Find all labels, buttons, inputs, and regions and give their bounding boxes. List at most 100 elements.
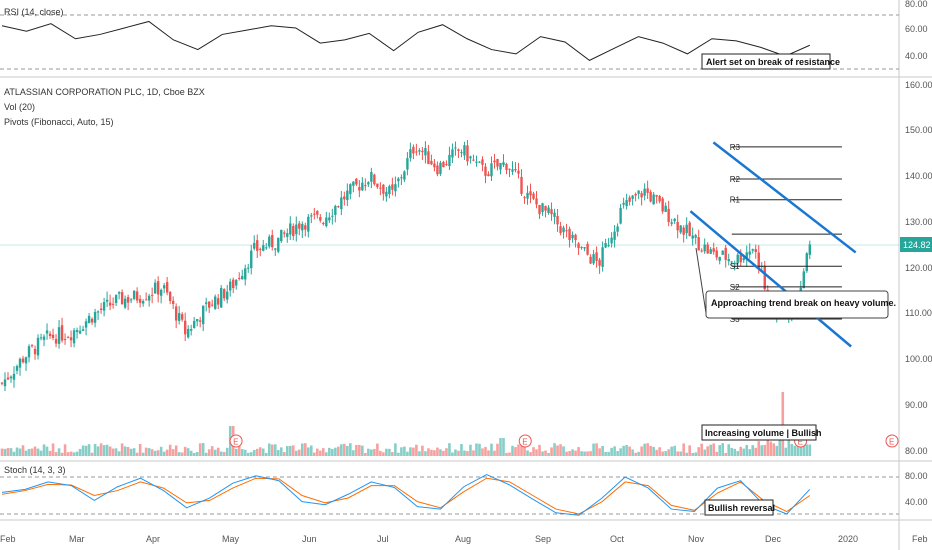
volume-bar: [529, 452, 532, 456]
candle-body: [544, 206, 547, 211]
volume-bar: [60, 452, 64, 456]
volume-bar: [18, 448, 22, 456]
earnings-icon: [518, 434, 532, 448]
volume-bar: [201, 443, 205, 456]
volume-bar: [514, 447, 517, 456]
volume-bar: [210, 446, 214, 456]
candle-body: [201, 305, 205, 325]
candle-body: [186, 328, 190, 338]
volume-bar: [394, 443, 397, 456]
candle-body: [625, 200, 628, 207]
price-pane[interactable]: ATLASSIAN CORPORATION PLC, 1D, Cboe BZX …: [0, 80, 932, 456]
candle-body: [667, 208, 670, 223]
volume-bar: [358, 444, 361, 456]
volume-bar: [601, 446, 604, 456]
volume-bar: [790, 443, 794, 456]
volume-bar: [39, 450, 43, 456]
candle-body: [691, 235, 694, 239]
time-label-may: May: [222, 534, 240, 544]
volume-bar: [93, 443, 97, 456]
candle-body: [640, 193, 643, 198]
candle-body: [508, 168, 511, 170]
candle-body: [607, 245, 610, 247]
volume-bar: [261, 448, 265, 456]
candle-body: [541, 203, 544, 213]
volume-bar: [448, 443, 451, 456]
rsi-pane[interactable]: RSI (14, close) 80.00 60.00 40.00 Alert …: [0, 0, 928, 70]
candle-body: [33, 348, 37, 355]
volume-bar: [487, 450, 490, 456]
rsi-annotation-box[interactable]: [701, 53, 831, 70]
volume-bar: [466, 451, 469, 456]
candle-body: [102, 301, 106, 311]
candle-body: [652, 194, 655, 205]
candle-body: [709, 249, 712, 254]
candle-body: [340, 197, 343, 210]
volume-bar: [787, 437, 791, 456]
candle-body: [54, 338, 58, 344]
candle-body: [147, 295, 151, 301]
trend-annotation-pointer: [695, 247, 707, 314]
stoch-tick-80: 80.00: [905, 471, 928, 481]
volume-bar: [111, 448, 115, 456]
volume-bar: [303, 443, 307, 456]
time-label-feb-2020: Feb: [912, 534, 928, 544]
volume-bar: [168, 444, 172, 456]
volume-bar: [379, 450, 382, 456]
candle-body: [682, 227, 685, 235]
volume-bar: [577, 447, 580, 456]
candle-body: [568, 228, 571, 241]
candle-body: [42, 336, 46, 340]
volume-annotation-box[interactable]: [701, 424, 817, 441]
volume-bar: [337, 446, 340, 456]
time-axis[interactable]: Feb Mar Apr May Jun Jul Aug Sep Oct Nov …: [0, 534, 928, 544]
candle-body: [406, 158, 409, 170]
volume-bar: [445, 448, 448, 456]
candle-body: [304, 225, 307, 230]
trend-annotation-box[interactable]: [705, 290, 889, 319]
candle-body: [565, 230, 568, 232]
candle-body: [571, 234, 574, 239]
candle-body: [553, 212, 556, 217]
volume-bar: [240, 449, 244, 456]
candle-body: [232, 279, 235, 289]
volume-bar: [33, 446, 37, 456]
volume-bar: [502, 438, 505, 456]
volume-bar: [186, 448, 190, 456]
stoch-annotation-box[interactable]: [704, 499, 774, 516]
volume-bar: [388, 448, 391, 456]
candle-body: [418, 150, 421, 152]
volume-bar: [376, 443, 379, 456]
candle-body: [126, 297, 130, 303]
volume-bar: [475, 443, 478, 456]
stoch-pane[interactable]: Stoch (14, 3, 3) 80.00 40.00 Bullish rev…: [0, 465, 928, 516]
time-label-apr: Apr: [146, 534, 160, 544]
volume-bar: [204, 452, 208, 456]
earnings-icon: [229, 434, 243, 448]
volume-bar: [418, 451, 421, 456]
candle-body: [715, 250, 718, 258]
price-tick-130: 130.00: [905, 217, 932, 227]
volume-bar: [42, 444, 46, 456]
candle-body: [150, 294, 154, 296]
volume-bar: [562, 446, 565, 456]
candle-body: [36, 337, 40, 356]
candle-body: [649, 191, 652, 202]
volume-bar: [198, 443, 202, 456]
volume-bar: [568, 451, 571, 456]
volume-bar: [655, 449, 658, 456]
upper-trend-line[interactable]: [712, 141, 857, 254]
volume-bar: [784, 447, 788, 456]
candle-body: [217, 298, 220, 305]
candle-body: [277, 237, 280, 252]
volume-bar: [310, 445, 313, 456]
time-label-nov: Nov: [688, 534, 705, 544]
candle-body: [484, 166, 487, 176]
candle-body: [223, 289, 226, 299]
volume-bar: [802, 439, 806, 456]
volume-bar: [213, 449, 217, 456]
earnings-icon: [885, 434, 899, 448]
volume-bar: [607, 451, 610, 456]
lower-trend-line[interactable]: [689, 210, 852, 348]
